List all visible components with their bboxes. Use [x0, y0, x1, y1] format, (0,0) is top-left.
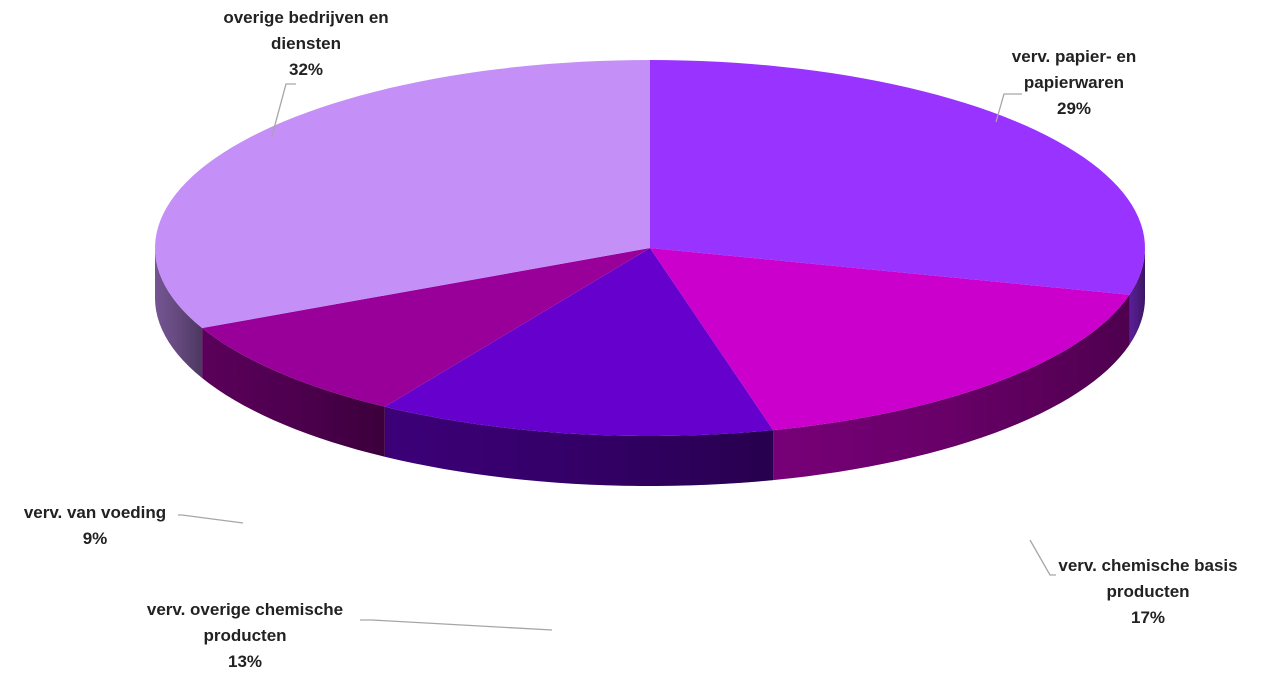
pie-side-verv-van-voeding-shading	[202, 328, 385, 457]
slice-label-verv-chemische-basis-producten: verv. chemische basis producten 17%	[1058, 556, 1237, 627]
leader-line-overige-bedrijven-en-diensten	[271, 83, 296, 137]
slice-label-text: verv. papier- en	[1012, 47, 1136, 66]
leader-lines	[178, 83, 1056, 631]
leader-line-verv-overige-chemische-producten	[360, 619, 553, 631]
slice-percent-label: 13%	[228, 652, 262, 671]
slice-label-text: producten	[203, 626, 286, 645]
slice-label-text: producten	[1106, 582, 1189, 601]
leader-line-verv-papier-en-papierwaren	[995, 93, 1022, 123]
slice-label-text: verv. overige chemische	[147, 600, 343, 619]
slice-percent-label: 29%	[1057, 99, 1091, 118]
slice-label-verv-papier-en-papierwaren: verv. papier- en papierwaren 29%	[1012, 47, 1136, 118]
slice-percent-label: 32%	[289, 60, 323, 79]
pie-slice-verv-papier-en-papierwaren	[650, 60, 1145, 295]
leader-line-verv-chemische-basis-producten	[1029, 539, 1056, 576]
slice-label-verv-van-voeding: verv. van voeding 9%	[24, 503, 166, 548]
pie-top-faces	[155, 60, 1145, 436]
pie-slice-overige-bedrijven-en-diensten	[155, 60, 650, 329]
slice-label-text: verv. van voeding	[24, 503, 166, 522]
slice-label-verv-overige-chemische-producten: verv. overige chemische producten 13%	[147, 600, 343, 671]
slice-label-text: papierwaren	[1024, 73, 1124, 92]
pie-side-overige-bedrijven-en-diensten-shading	[155, 248, 203, 379]
pie-side-verv-chemische-basis-producten-shading	[773, 294, 1130, 481]
pie-slice-verv-chemische-basis-producten	[650, 248, 1130, 431]
pie-side-verv-overige-chemische-producten-shading	[384, 406, 774, 486]
slice-labels: verv. papier- en papierwaren 29% verv. chem…	[24, 8, 1238, 671]
slice-label-text: verv. chemische basis	[1058, 556, 1237, 575]
pie-side-verv-papier-en-papierwaren-shading	[1129, 248, 1145, 345]
slice-label-text: overige bedrijven en	[223, 8, 388, 27]
pie-slice-verv-overige-chemische-producten	[384, 248, 774, 436]
pie-slice-verv-van-voeding	[202, 248, 651, 407]
slice-label-text: diensten	[271, 34, 341, 53]
slice-percent-label: 9%	[83, 529, 108, 548]
slice-percent-label: 17%	[1131, 608, 1165, 627]
pie-sides	[155, 248, 1145, 486]
slice-label-overige-bedrijven-en-diensten: overige bedrijven en diensten 32%	[223, 8, 388, 79]
leader-line-verv-van-voeding	[178, 514, 244, 524]
